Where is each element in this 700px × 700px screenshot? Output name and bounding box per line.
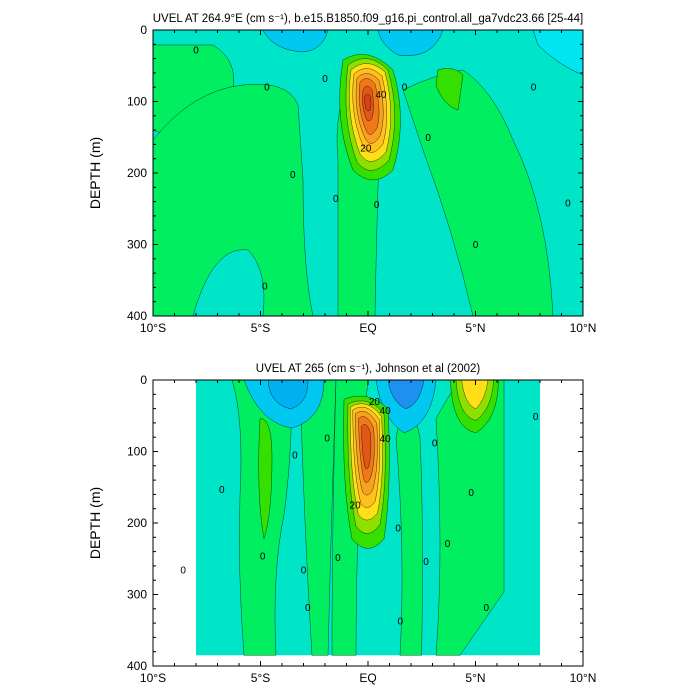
contour-band-3	[193, 250, 264, 316]
contour-label-19: 40	[380, 434, 392, 445]
contour-band-9	[462, 380, 488, 409]
contour-band-20	[362, 424, 371, 469]
contour-label-8: 0	[402, 83, 408, 94]
x-tick-label: 5°S	[251, 321, 270, 335]
contour-band-5	[396, 399, 423, 655]
contour-label-9: 0	[425, 133, 431, 144]
x-tick-label: 10°S	[140, 321, 166, 335]
lower-contour-panel: UVEL AT 265 (cm s⁻¹), Johnson et al (200…	[87, 363, 596, 685]
contour-label-4: 0	[292, 451, 298, 462]
x-tick-label: 5°N	[465, 671, 485, 685]
contour-label-3: 0	[260, 551, 266, 562]
y-axis-label: DEPTH (m)	[87, 137, 103, 209]
contour-label-6: 0	[333, 194, 339, 205]
contour-band-2	[259, 419, 272, 539]
contour-band-2	[153, 84, 313, 316]
y-tick-label: 300	[127, 238, 147, 252]
contour-label-2: 0	[219, 485, 225, 496]
contour-label-8: 0	[335, 553, 341, 564]
x-tick-label: 10°S	[140, 671, 166, 685]
contour-label-12: 0	[423, 557, 429, 568]
y-tick-label: 0	[140, 373, 147, 387]
y-tick-label: 100	[127, 95, 147, 109]
contour-fills	[153, 30, 583, 316]
contour-label-10: 0	[397, 616, 403, 627]
y-tick-label: 200	[127, 516, 147, 530]
y-tick-label: 0	[140, 23, 147, 37]
contour-label-13: 20	[360, 143, 372, 154]
contour-field	[196, 380, 540, 655]
contour-label-11: 0	[531, 83, 537, 94]
y-tick-label: 100	[127, 445, 147, 459]
contour-label-2: 0	[264, 83, 270, 94]
contour-label-1: 0	[193, 46, 199, 57]
x-tick-label: 10°N	[570, 321, 597, 335]
chart-title: UVEL AT 264.9°E (cm s⁻¹), b.e15.B1850.f0…	[153, 13, 583, 25]
contour-label-3: 0	[290, 170, 296, 181]
x-tick-label: 5°N	[465, 321, 485, 335]
contour-label-14: 0	[468, 488, 474, 499]
y-tick-label: 400	[127, 309, 147, 323]
contour-label-15: 0	[483, 603, 489, 614]
contour-label-13: 0	[445, 539, 451, 550]
contour-band-6	[436, 68, 463, 110]
contour-label-5: 0	[301, 566, 307, 577]
contour-label-12: 0	[565, 199, 571, 210]
x-tick-label: 5°S	[251, 671, 270, 685]
contour-label-9: 0	[395, 524, 401, 535]
y-tick-label: 300	[127, 588, 147, 602]
contour-label-11: 0	[432, 438, 438, 449]
x-tick-label: EQ	[359, 671, 376, 685]
x-tick-label: EQ	[359, 321, 376, 335]
contour-label-20: 20	[350, 501, 362, 512]
chart-title: UVEL AT 265 (cm s⁻¹), Johnson et al (200…	[256, 363, 481, 375]
contour-label-5: 0	[322, 74, 328, 85]
contour-label-14: 40	[375, 90, 387, 101]
contour-band-7	[263, 30, 328, 52]
contour-band-11	[268, 380, 308, 409]
contour-field	[153, 30, 583, 316]
contour-band-3	[300, 380, 336, 655]
contour-label-4: 0	[262, 281, 268, 292]
y-tick-label: 400	[127, 659, 147, 673]
contour-band-17	[365, 94, 371, 111]
contour-label-17: 20	[369, 397, 381, 408]
contour-label-6: 0	[305, 603, 311, 614]
contour-band-5	[403, 70, 553, 316]
contour-fills	[232, 380, 504, 655]
contour-label-7: 0	[374, 200, 380, 211]
contour-label-1: 0	[180, 566, 186, 577]
upper-contour-panel: UVEL AT 264.9°E (cm s⁻¹), b.e15.B1850.f0…	[87, 13, 596, 335]
contour-label-16: 0	[533, 412, 539, 423]
y-tick-label: 200	[127, 166, 147, 180]
contour-band-13	[388, 380, 424, 409]
contour-label-7: 0	[324, 433, 330, 444]
contour-band-8	[378, 30, 443, 56]
x-tick-label: 10°N	[570, 671, 597, 685]
contour-label-10: 0	[473, 240, 479, 251]
y-axis-label: DEPTH (m)	[87, 487, 103, 559]
contour-label-18: 40	[380, 406, 392, 417]
